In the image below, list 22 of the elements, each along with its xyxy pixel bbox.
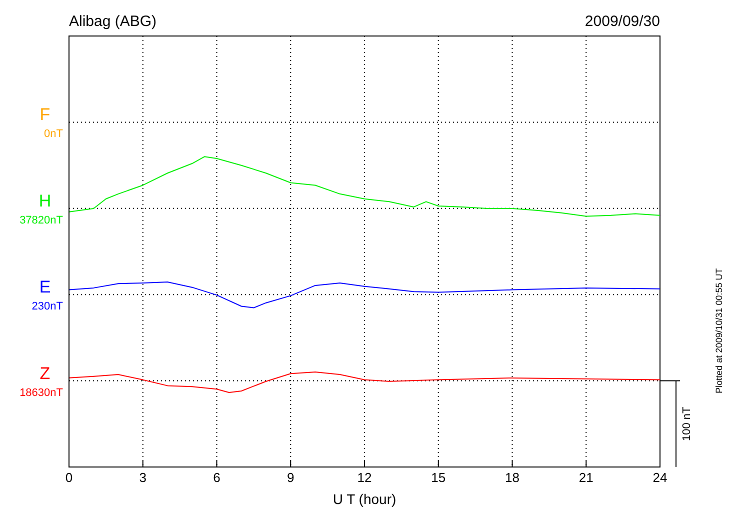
x-tick-label: 3 [139, 470, 146, 486]
x-tick-label: 15 [431, 470, 446, 486]
chart-subtitle: 2009/09/30 [584, 13, 660, 30]
x-tick-label: 21 [578, 470, 594, 486]
chart-title: Alibag (ABG) [69, 13, 157, 30]
x-tick-label: 24 [652, 470, 668, 486]
text: E [39, 278, 51, 297]
x-axis-title: U T (hour) [332, 491, 396, 507]
text: 37820nT [20, 214, 64, 226]
text: 0nT [44, 128, 64, 140]
x-tick-label: 18 [505, 470, 520, 486]
text: F [40, 105, 50, 124]
x-tick-label: 0 [65, 470, 73, 486]
text: 230nT [32, 300, 64, 313]
text: 100 nT [681, 406, 693, 442]
text: Z [40, 364, 50, 383]
x-tick-label: 12 [357, 470, 372, 486]
text: H [38, 191, 52, 210]
text: Plotted at 2009/10/31 00:55 UT [714, 268, 724, 394]
text: 18630nT [20, 386, 64, 399]
x-tick-label: 6 [213, 470, 220, 486]
x-tick-label: 9 [287, 470, 294, 486]
